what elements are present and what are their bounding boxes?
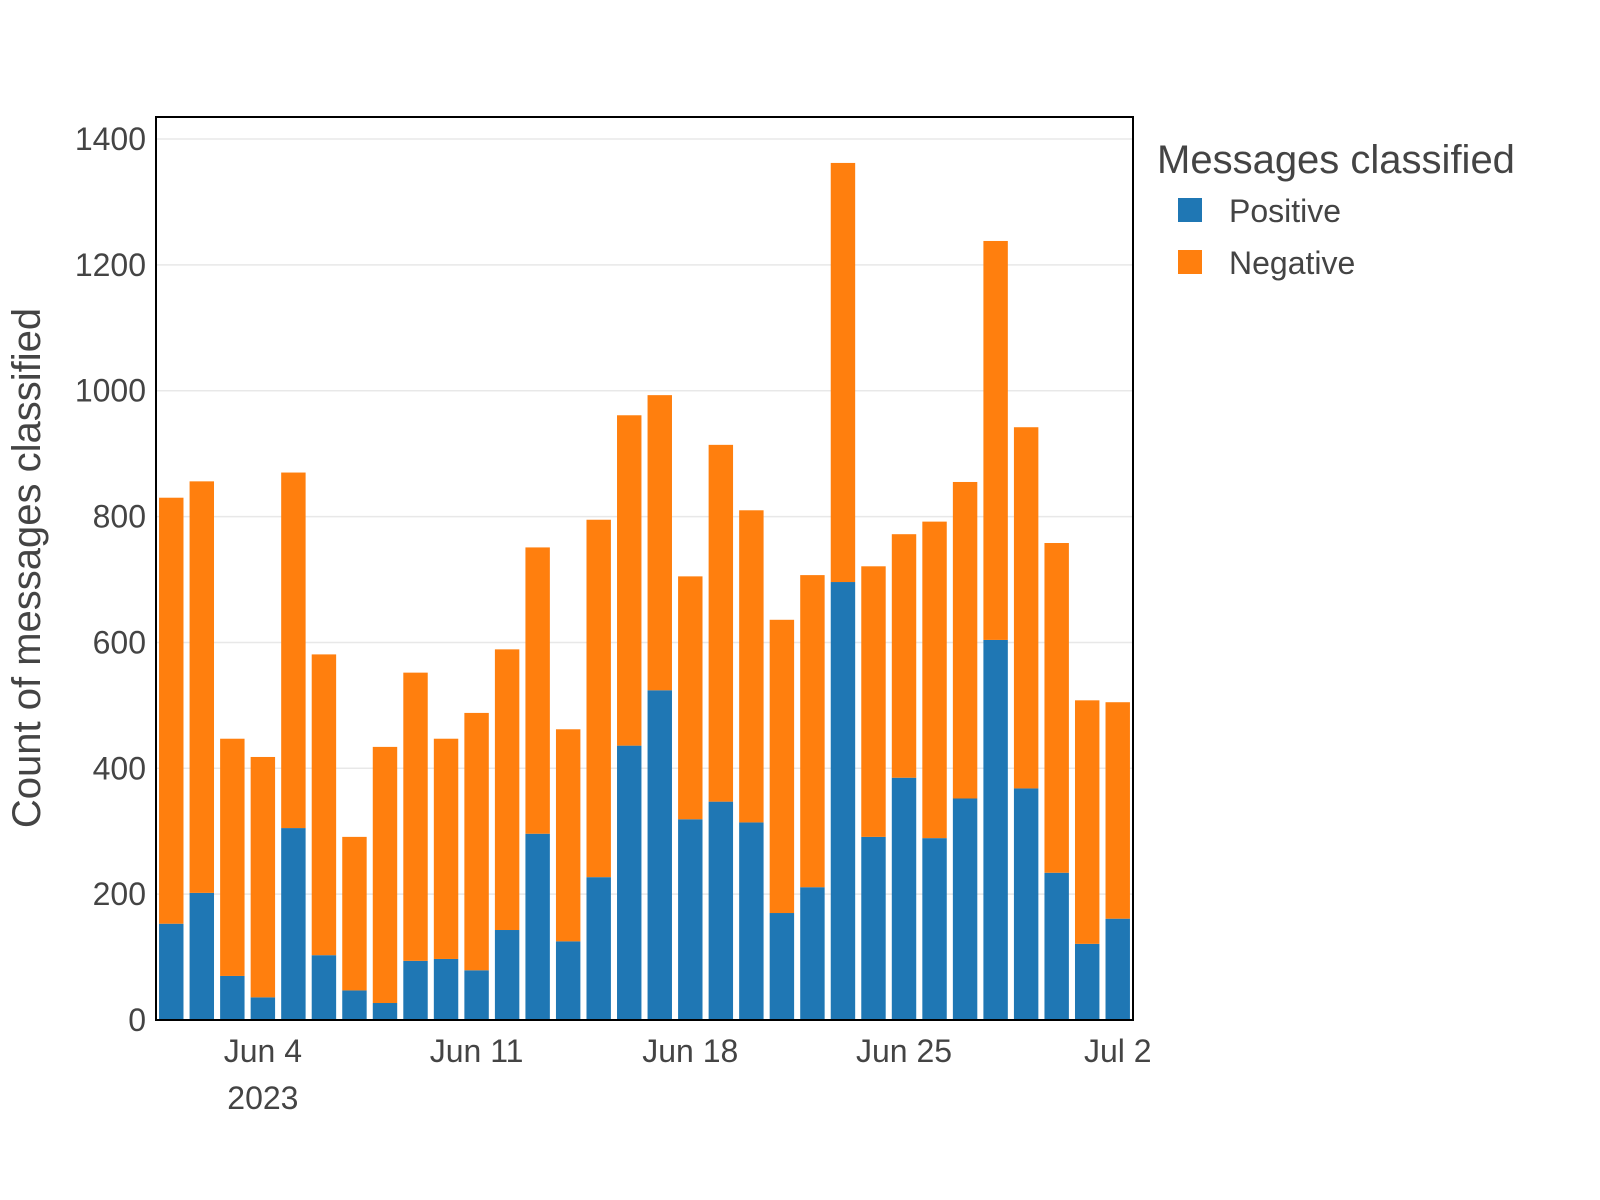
legend-swatch-positive [1178,198,1202,222]
bar-negative-2023-06-10 [433,738,459,959]
bar-positive-2023-06-10 [433,958,459,1020]
bar-positive-2023-06-18 [678,819,703,1020]
bar-positive-2023-06-14 [555,941,581,1020]
x-tick-label: Jul 2 [1084,1033,1152,1069]
bar-positive-2023-06-11 [464,970,489,1020]
bar-positive-2023-06-30 [1044,872,1069,1020]
bar-positive-2023-06-19 [708,801,734,1020]
bar-positive-2023-06-23 [830,582,856,1020]
y-tick-label: 400 [93,750,146,786]
bar-positive-2023-06-29 [1013,788,1039,1020]
bar-positive-2023-06-02 [189,892,215,1020]
y-tick-label: 0 [128,1002,146,1038]
bar-positive-2023-06-04 [250,997,276,1020]
bar-negative-2023-06-30 [1044,543,1069,873]
bar-positive-2023-06-05 [281,828,306,1020]
bar-negative-2023-06-07 [342,836,367,991]
bar-negative-2023-06-11 [464,712,489,971]
legend-title: Messages classified [1157,138,1515,182]
bar-negative-2023-06-25 [891,534,917,778]
bar-negative-2023-06-27 [952,481,978,799]
bar-negative-2023-06-18 [678,576,703,820]
bar-positive-2023-06-06 [311,955,337,1020]
bar-negative-2023-06-17 [647,395,672,691]
bar-negative-2023-06-05 [281,472,306,829]
bar-negative-2023-06-09 [403,672,428,961]
bar-positive-2023-07-01 [1074,943,1100,1020]
bar-positive-2023-06-27 [952,798,978,1020]
bars [159,162,1130,1020]
bar-negative-2023-06-24 [861,566,886,837]
bar-negative-2023-07-01 [1074,700,1100,944]
bar-negative-2023-06-29 [1013,427,1039,789]
bar-positive-2023-06-26 [922,838,947,1020]
bar-negative-2023-06-22 [800,575,825,888]
bar-negative-2023-06-14 [555,729,581,942]
bar-positive-2023-06-21 [769,913,795,1020]
legend-label-negative: Negative [1229,245,1355,281]
bar-negative-2023-06-21 [769,619,795,914]
bar-positive-2023-07-02 [1105,918,1130,1020]
bar-positive-2023-06-12 [494,930,520,1020]
legend-label-positive: Positive [1229,193,1341,229]
y-tick-label: 800 [93,499,146,535]
bar-positive-2023-06-13 [525,833,550,1020]
bar-negative-2023-06-19 [708,444,734,802]
bar-positive-2023-06-08 [372,1003,398,1020]
bar-negative-2023-06-06 [311,654,337,956]
bar-positive-2023-06-03 [220,975,245,1020]
bar-negative-2023-06-26 [922,521,947,839]
bar-negative-2023-06-20 [739,510,764,823]
bar-positive-2023-06-07 [342,990,367,1020]
y-tick-label: 1000 [75,373,146,409]
bar-positive-2023-06-22 [800,887,825,1020]
legend-swatch-negative [1178,250,1202,274]
bar-negative-2023-07-02 [1105,702,1130,919]
bar-negative-2023-06-01 [159,497,184,924]
y-axis-title: Count of messages classified [5,308,49,828]
bar-positive-2023-06-15 [586,877,611,1020]
x-tick-label: Jun 11 [430,1033,524,1069]
plot-frame [155,116,1134,1021]
x-tick-sublabel: 2023 [227,1080,298,1116]
x-tick-label: Jun 18 [642,1033,738,1069]
x-tick-label: Jun 25 [856,1033,952,1069]
x-tick-label: Jun 4 [224,1033,302,1069]
bar-negative-2023-06-23 [830,162,856,583]
bar-negative-2023-06-02 [189,481,215,893]
bar-negative-2023-06-03 [220,738,245,976]
bar-negative-2023-06-15 [586,519,611,878]
y-tick-labels: 0 200 400 600 800 1000 1200 1400 [75,121,146,1038]
y-tick-label: 600 [93,624,146,660]
x-tick-labels: Jun 4 2023 Jun 11 Jun 18 Jun 25 Jul 2 [224,1033,1152,1116]
bar-positive-2023-06-16 [617,745,642,1020]
bar-positive-2023-06-17 [647,690,672,1020]
bar-negative-2023-06-12 [494,649,520,931]
y-tick-label: 1400 [75,121,146,157]
bar-negative-2023-06-16 [617,415,642,746]
bar-negative-2023-06-28 [983,240,1008,640]
y-tick-label: 200 [93,876,146,912]
bar-negative-2023-06-04 [250,756,276,998]
bar-positive-2023-06-20 [739,822,764,1020]
bar-negative-2023-06-08 [372,746,398,1004]
bar-positive-2023-06-01 [159,923,184,1020]
bar-positive-2023-06-28 [983,639,1008,1020]
y-tick-label: 1200 [75,247,146,283]
bar-positive-2023-06-09 [403,960,428,1020]
legend: Messages classified Positive Negative [1157,138,1515,281]
bar-positive-2023-06-24 [861,836,886,1020]
bar-negative-2023-06-13 [525,547,550,834]
bar-positive-2023-06-25 [891,777,917,1020]
